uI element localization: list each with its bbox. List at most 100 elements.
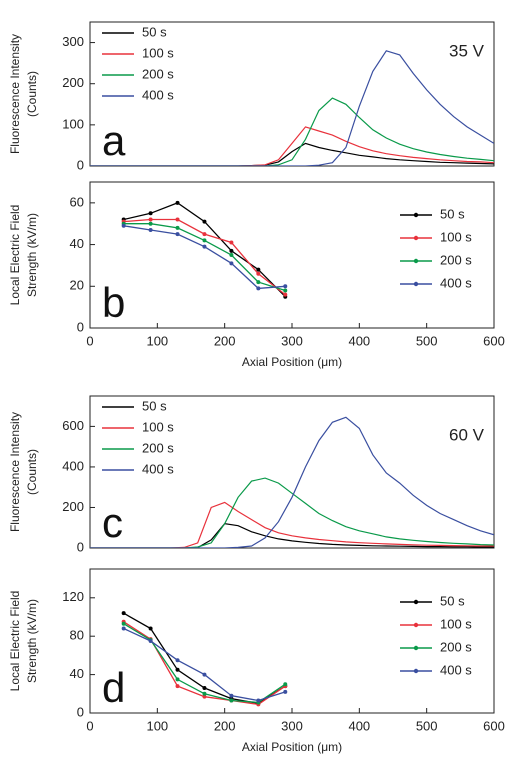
x-axis-label: Axial Position (μm)	[242, 740, 342, 754]
panel: 0 100 200 300 Fluorescence Intensity (Counts)…	[8, 21, 495, 172]
data-point	[175, 217, 180, 222]
data-point	[229, 693, 234, 698]
legend-marker	[413, 599, 419, 605]
y-tick-label: 200	[62, 75, 84, 90]
x-tick-label: 400	[348, 333, 370, 348]
data-point	[229, 261, 234, 266]
x-tick-label: 300	[281, 718, 303, 733]
y-axis-label: (Counts)	[25, 71, 39, 117]
series-line	[90, 142, 494, 166]
legend-marker	[413, 281, 419, 287]
data-point	[283, 284, 288, 289]
y-tick-label: 40	[70, 236, 84, 251]
series-line	[123, 623, 286, 704]
x-tick-label: 0	[86, 333, 93, 348]
y-axis-label: Fluorescence Intensity	[8, 34, 22, 154]
data-point	[283, 682, 288, 687]
data-point	[148, 626, 153, 631]
series-line	[90, 126, 494, 166]
legend-label: 200 s	[142, 440, 174, 455]
series-line	[90, 97, 494, 166]
data-point	[148, 227, 153, 232]
y-tick-label: 200	[62, 499, 84, 514]
y-tick-label: 100	[62, 116, 84, 131]
data-point	[229, 253, 234, 257]
series-line	[90, 477, 494, 548]
data-point	[175, 667, 180, 672]
panel: 0 200 400 600 Fluorescence Intensity (Counts)…	[8, 395, 495, 554]
y-axis-label: Strength (kV/m)	[25, 213, 39, 297]
data-point	[121, 611, 126, 616]
x-axis-label: Axial Position (μm)	[242, 355, 342, 369]
x-tick-label: 200	[214, 718, 236, 733]
y-tick-label: 400	[62, 458, 84, 473]
data-point	[256, 267, 261, 272]
x-tick-label: 600	[483, 718, 505, 733]
y-axis-label: (Counts)	[25, 449, 39, 495]
data-point	[202, 694, 207, 699]
legend-label: 50 s	[142, 398, 167, 413]
series-line	[90, 416, 494, 548]
data-point	[175, 225, 180, 230]
legend-label: 400 s	[142, 87, 174, 102]
x-tick-label: 100	[146, 333, 168, 348]
legend-label: 400 s	[440, 662, 472, 677]
data-point	[175, 684, 180, 689]
data-point	[283, 288, 288, 293]
data-point	[121, 621, 126, 626]
legend-label: 50 s	[440, 593, 465, 608]
legend-label: 400 s	[440, 275, 472, 290]
plot-frame	[89, 181, 495, 329]
legend-label: 100 s	[142, 45, 174, 60]
series-line	[90, 523, 494, 548]
x-tick-label: 500	[416, 333, 438, 348]
data-point	[175, 232, 180, 237]
x-tick-label: 600	[483, 333, 505, 348]
data-point	[202, 686, 207, 691]
x-tick-label: 0	[86, 718, 93, 733]
legend-label: 200 s	[142, 66, 174, 81]
data-point	[148, 221, 153, 226]
panel-label: c	[102, 499, 123, 546]
y-axis-label: Strength (kV/m)	[25, 599, 39, 683]
data-point	[175, 200, 180, 205]
y-tick-label: 40	[70, 666, 84, 681]
legend-label: 100 s	[440, 229, 472, 244]
y-tick-label: 120	[62, 589, 84, 604]
legend-marker	[413, 212, 419, 218]
legend-label: 100 s	[142, 419, 174, 434]
data-point	[229, 240, 234, 245]
x-tick-label: 100	[146, 718, 168, 733]
panel: 0 40 80 120 0 100 200 300 400 500 600 Axial Positio…	[8, 568, 505, 754]
data-point	[202, 232, 207, 237]
data-point	[283, 689, 288, 694]
data-point	[256, 698, 261, 703]
y-tick-label: 300	[62, 34, 84, 49]
panel-label: b	[102, 279, 125, 326]
data-point	[202, 238, 207, 243]
y-tick-label: 60	[70, 194, 84, 209]
annotation: 60 V	[449, 425, 485, 444]
legend-marker	[413, 668, 419, 674]
y-axis-label: Local Electric Field	[8, 591, 22, 692]
legend-label: 100 s	[440, 616, 472, 631]
series-line	[90, 50, 494, 166]
data-point	[283, 292, 288, 297]
x-tick-label: 200	[214, 333, 236, 348]
data-point	[148, 217, 153, 222]
y-axis-label: Fluorescence Intensity	[8, 412, 22, 532]
y-tick-label: 0	[77, 157, 84, 172]
plot-frame	[89, 395, 495, 549]
y-tick-label: 600	[62, 418, 84, 433]
legend-label: 50 s	[440, 206, 465, 221]
data-point	[256, 271, 261, 276]
data-point	[202, 219, 207, 224]
legend-marker	[413, 235, 419, 241]
data-point	[202, 672, 207, 677]
panel-label: a	[102, 117, 126, 164]
data-point	[229, 248, 234, 253]
data-point	[175, 677, 180, 682]
